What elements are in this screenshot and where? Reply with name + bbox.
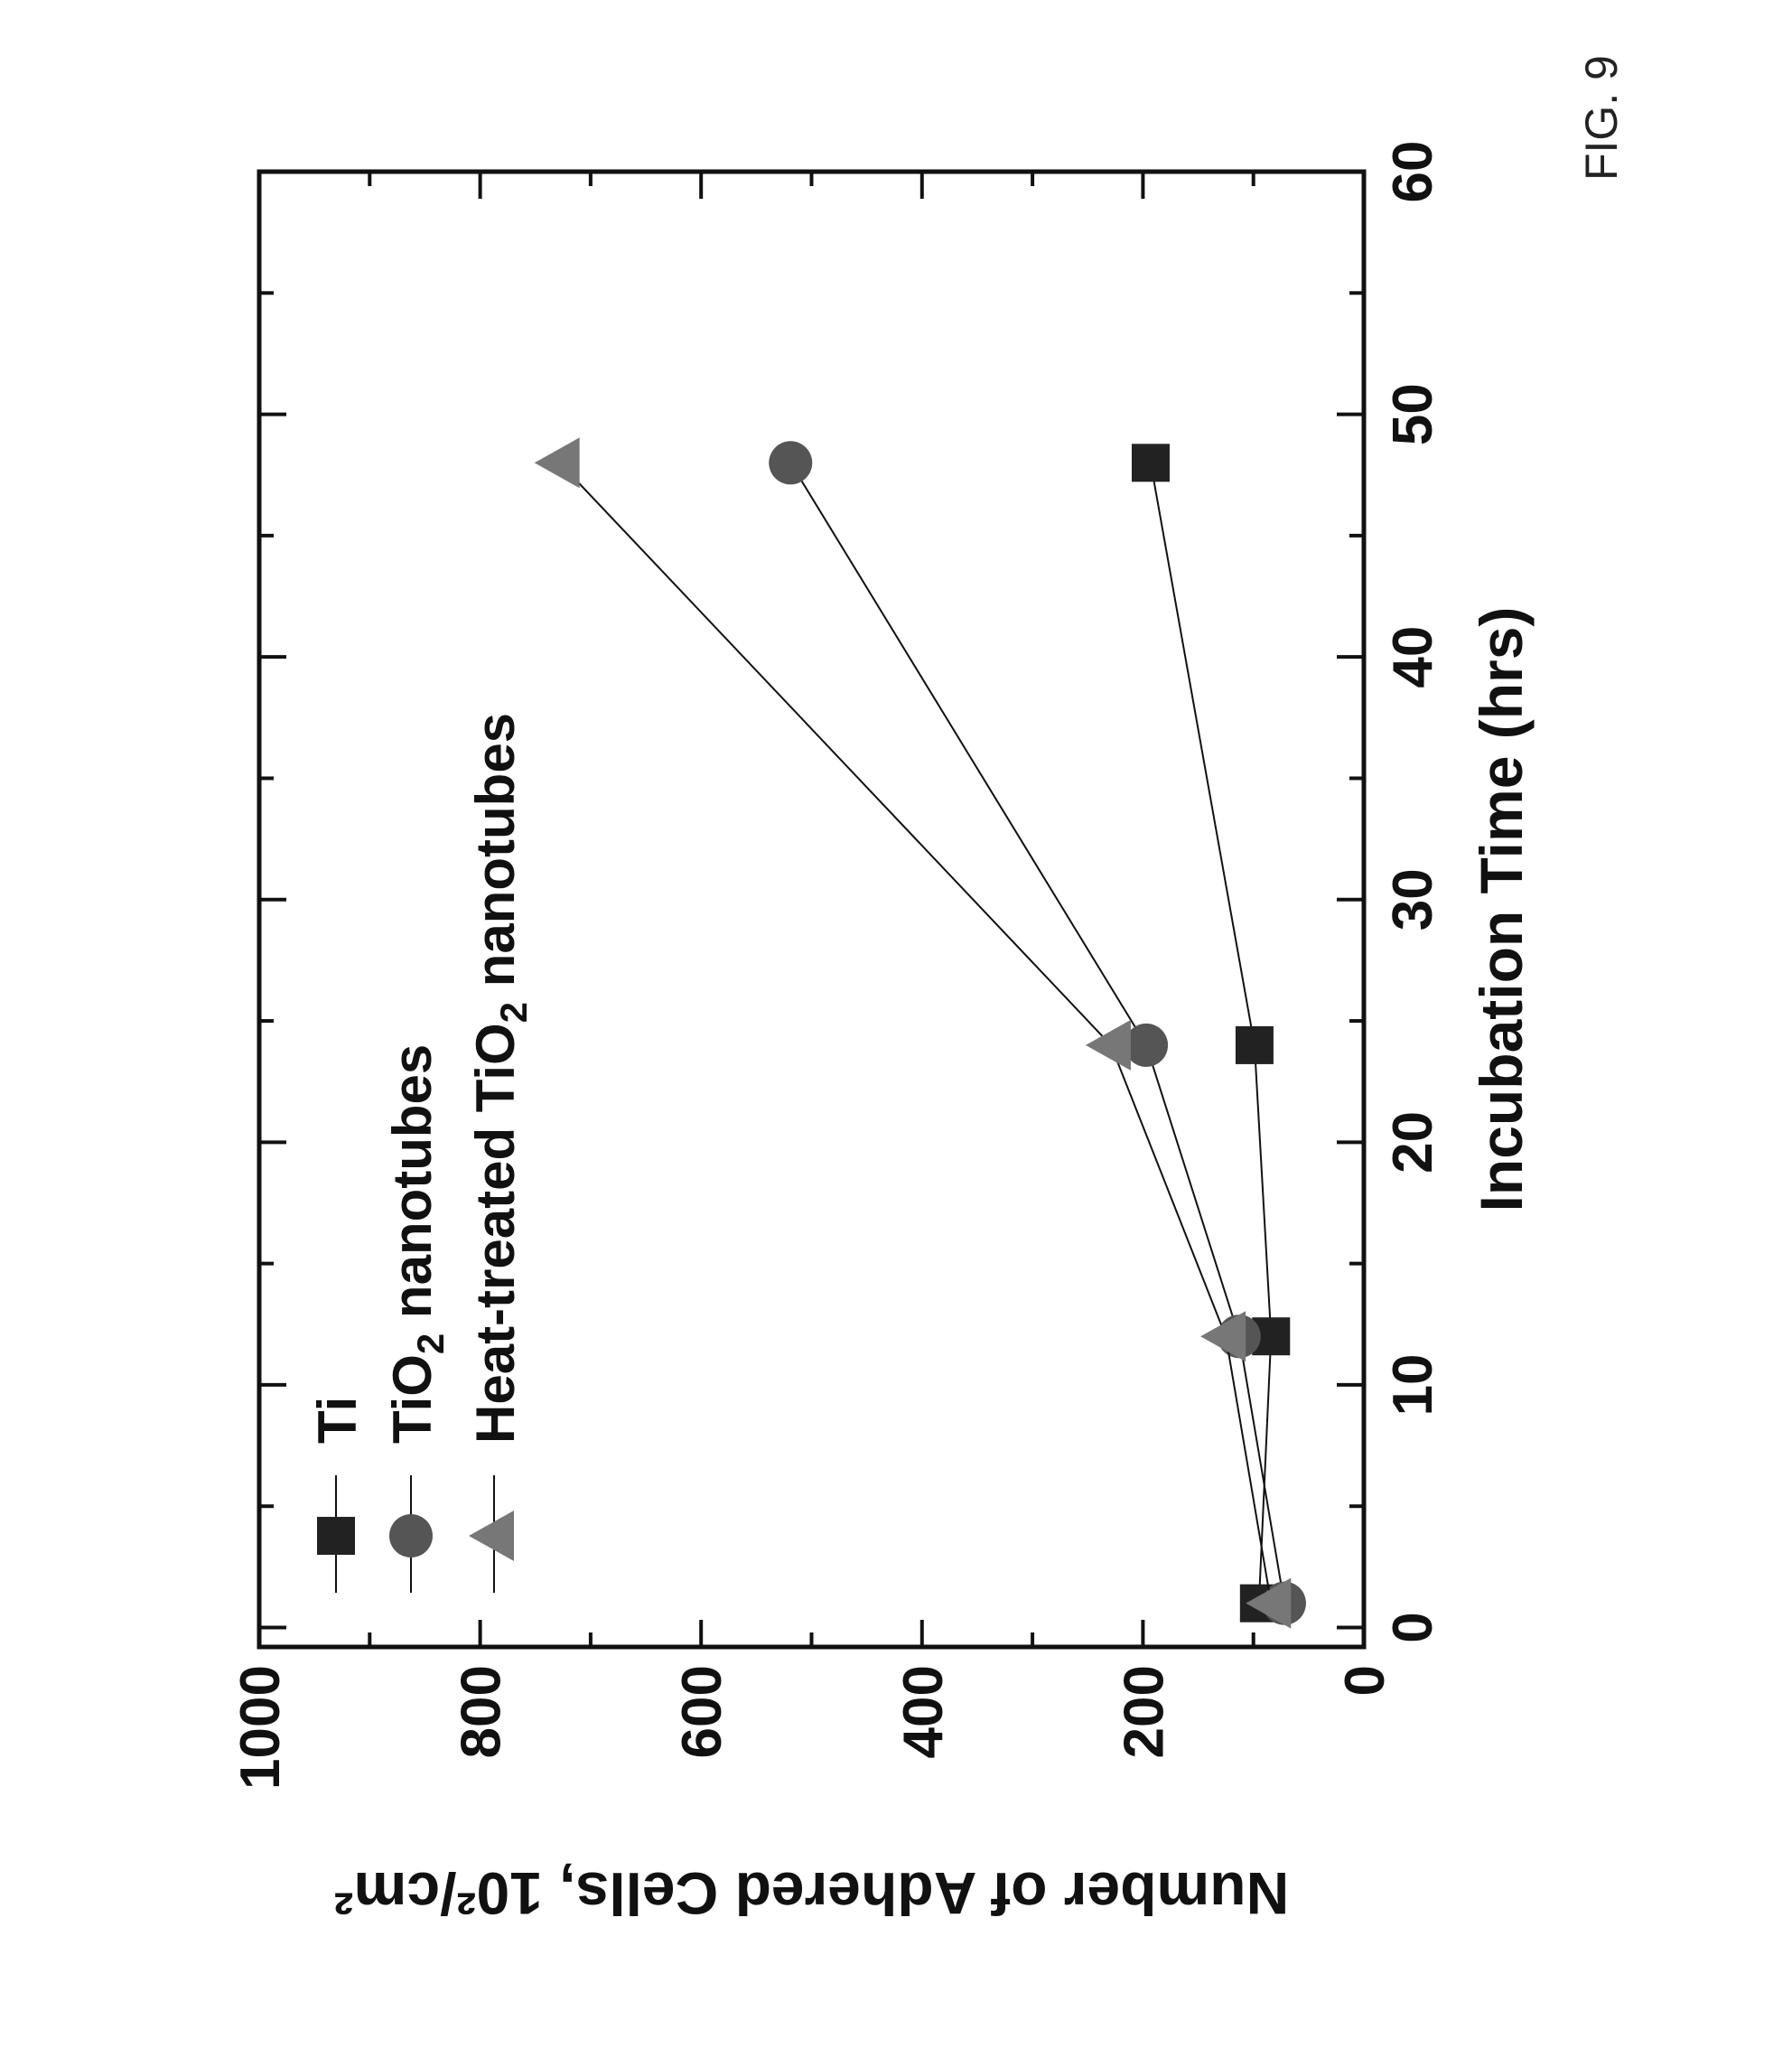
x-tick-label: 0 — [1382, 1612, 1444, 1642]
legend-marker-circle — [389, 1514, 433, 1558]
y-tick-label: 1000 — [229, 1665, 292, 1790]
data-point-triangle — [1200, 1311, 1246, 1361]
data-point-circle — [769, 441, 812, 484]
figure-page: 010203040506002004006008001000Incubation… — [0, 0, 1792, 2058]
legend-marker-triangle — [469, 1511, 514, 1561]
data-point-triangle — [1086, 1020, 1131, 1071]
x-tick-label: 40 — [1382, 626, 1444, 688]
plot-frame: 010203040506002004006008001000Incubation… — [229, 141, 1535, 1927]
y-tick-label: 200 — [1113, 1665, 1175, 1758]
y-tick-label: 800 — [451, 1665, 513, 1758]
x-tick-label: 50 — [1382, 383, 1444, 445]
legend-marker-square — [317, 1517, 355, 1555]
y-tick-label: 0 — [1334, 1665, 1396, 1696]
x-axis-title: Incubation Time (hrs) — [1468, 607, 1535, 1212]
legend: Ti TiO2 nanotubesHeat-treated TiO2 nanotu… — [307, 713, 535, 1593]
data-point-triangle — [535, 437, 580, 488]
data-point-square — [1236, 1026, 1274, 1064]
series-circle — [769, 441, 1306, 1624]
data-point-circle — [1125, 1024, 1168, 1067]
x-tick-label: 30 — [1382, 868, 1444, 931]
legend-item: Heat-treated TiO2 nanotubes — [465, 713, 535, 1593]
legend-label: Ti — [307, 1397, 368, 1444]
x-tick-label: 60 — [1382, 141, 1444, 203]
series-line — [560, 463, 1272, 1603]
figure-label: FIG. 9 — [1576, 55, 1627, 181]
legend-item: TiO2 nanotubes — [382, 1044, 452, 1593]
y-tick-label: 400 — [892, 1665, 955, 1758]
x-tick-label: 10 — [1382, 1353, 1444, 1416]
legend-item: Ti — [307, 1397, 368, 1593]
y-tick-label: 600 — [671, 1665, 733, 1758]
data-point-square — [1132, 444, 1170, 482]
y-axis-title: Number of Adhered Cells, 10²/cm² — [334, 1860, 1289, 1927]
legend-label: TiO2 nanotubes — [382, 1044, 452, 1444]
series-line — [790, 463, 1284, 1603]
chart: 010203040506002004006008001000Incubation… — [0, 0, 1792, 2058]
legend-label: Heat-treated TiO2 nanotubes — [465, 713, 535, 1444]
x-tick-label: 20 — [1382, 1111, 1444, 1174]
